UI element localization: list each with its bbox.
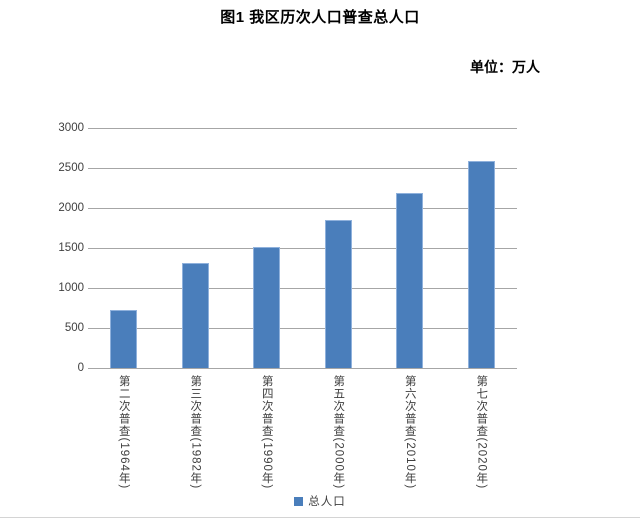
legend-label: 总人口 — [308, 496, 346, 508]
plot-area — [88, 128, 517, 369]
x-axis-line — [88, 368, 517, 369]
y-tick-label: 1000 — [58, 282, 84, 294]
x-tick-label: 第七次普查(2020年) — [475, 375, 488, 490]
gridline — [88, 328, 517, 329]
x-tick-label: 第五次普查(2000年) — [332, 375, 345, 490]
x-tick-label: 第六次普查(2010年) — [403, 375, 416, 490]
bar — [110, 309, 138, 368]
legend: 总人口 — [0, 493, 640, 509]
bar — [253, 246, 281, 368]
x-tick-label: 第二次普查(1964年) — [117, 375, 130, 490]
chart-title: 图1 我区历次人口普查总人口 — [220, 9, 420, 26]
bar — [181, 263, 209, 368]
gridline — [88, 168, 517, 169]
gridline — [88, 208, 517, 209]
bar — [396, 193, 424, 368]
bar — [324, 220, 352, 368]
y-tick-label: 0 — [77, 362, 84, 374]
gridline — [88, 248, 517, 249]
y-tick-label: 500 — [64, 322, 84, 334]
x-tick-label: 第三次普查(1982年) — [189, 375, 202, 490]
gridline — [88, 128, 517, 129]
bar — [467, 161, 495, 368]
y-tick-label: 2500 — [58, 162, 84, 174]
y-tick-label: 3000 — [58, 122, 84, 134]
gridline — [88, 288, 517, 289]
y-axis-labels: 0 500 1000 1500 2000 2500 3000 — [40, 0, 84, 380]
x-tick-label: 第四次普查(1990年) — [260, 375, 273, 490]
y-tick-label: 1500 — [58, 242, 84, 254]
unit-label: 单位：万人 — [470, 59, 540, 75]
legend-marker-icon — [294, 496, 304, 506]
y-tick-label: 2000 — [58, 202, 84, 214]
